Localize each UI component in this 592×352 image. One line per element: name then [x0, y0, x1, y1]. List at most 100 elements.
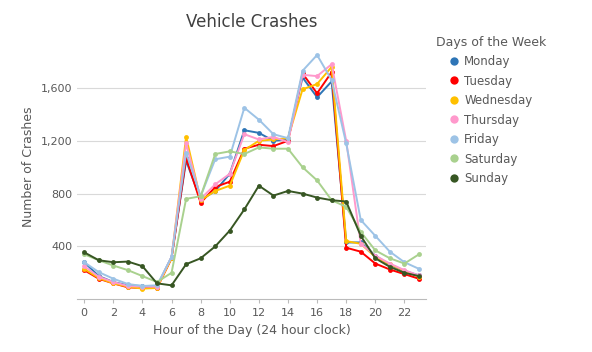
Thursday	[226, 172, 233, 176]
Monday	[284, 137, 291, 142]
Wednesday	[372, 255, 379, 259]
Sunday	[372, 256, 379, 260]
Wednesday	[139, 287, 146, 291]
Wednesday	[182, 135, 189, 139]
Thursday	[212, 182, 219, 187]
Wednesday	[314, 82, 321, 86]
Sunday	[416, 274, 423, 278]
Friday	[328, 78, 335, 82]
Sunday	[343, 199, 350, 203]
Line: Wednesday: Wednesday	[82, 64, 422, 291]
Sunday	[299, 191, 306, 196]
Thursday	[153, 284, 160, 289]
Saturday	[328, 198, 335, 202]
Tuesday	[197, 201, 204, 205]
Saturday	[372, 248, 379, 252]
Monday	[299, 75, 306, 80]
Tuesday	[182, 156, 189, 160]
Friday	[81, 260, 88, 264]
Thursday	[270, 135, 277, 139]
Tuesday	[212, 185, 219, 189]
Saturday	[81, 252, 88, 256]
Friday	[299, 69, 306, 73]
Sunday	[387, 265, 394, 269]
Friday	[255, 118, 262, 122]
Wednesday	[153, 286, 160, 290]
Legend: Monday, Tuesday, Wednesday, Thursday, Friday, Saturday, Sunday: Monday, Tuesday, Wednesday, Thursday, Fr…	[436, 36, 546, 185]
Thursday	[255, 137, 262, 142]
Friday	[168, 255, 175, 259]
Wednesday	[401, 269, 408, 273]
Wednesday	[212, 189, 219, 193]
Sunday	[95, 258, 102, 262]
Saturday	[139, 274, 146, 278]
Line: Friday: Friday	[82, 52, 422, 288]
Monday	[357, 240, 364, 245]
Thursday	[139, 284, 146, 289]
Line: Sunday: Sunday	[82, 183, 422, 288]
Sunday	[314, 195, 321, 200]
Sunday	[168, 283, 175, 288]
Saturday	[387, 256, 394, 260]
Thursday	[372, 253, 379, 258]
Tuesday	[401, 272, 408, 276]
Monday	[328, 79, 335, 83]
Wednesday	[416, 275, 423, 279]
Saturday	[168, 271, 175, 275]
Tuesday	[241, 146, 248, 151]
Thursday	[416, 273, 423, 277]
Wednesday	[124, 284, 131, 289]
Wednesday	[328, 65, 335, 69]
Y-axis label: Number of Crashes: Number of Crashes	[22, 107, 35, 227]
Sunday	[226, 228, 233, 233]
Saturday	[197, 194, 204, 198]
Thursday	[182, 141, 189, 145]
Sunday	[284, 189, 291, 193]
Saturday	[153, 280, 160, 284]
Friday	[343, 141, 350, 145]
Friday	[124, 282, 131, 286]
Monday	[182, 158, 189, 163]
Thursday	[95, 275, 102, 279]
Monday	[372, 253, 379, 258]
Saturday	[241, 152, 248, 156]
Monday	[212, 189, 219, 193]
Sunday	[212, 244, 219, 249]
Friday	[284, 136, 291, 140]
Friday	[416, 267, 423, 271]
Monday	[387, 263, 394, 267]
Tuesday	[110, 281, 117, 285]
Tuesday	[314, 91, 321, 95]
Saturday	[357, 230, 364, 234]
Thursday	[343, 139, 350, 143]
Thursday	[110, 280, 117, 284]
Monday	[95, 274, 102, 278]
Wednesday	[343, 239, 350, 243]
Wednesday	[299, 87, 306, 92]
Monday	[314, 95, 321, 99]
Tuesday	[270, 144, 277, 148]
Thursday	[284, 140, 291, 144]
Thursday	[197, 197, 204, 201]
Friday	[197, 194, 204, 198]
Wednesday	[270, 137, 277, 142]
Sunday	[401, 271, 408, 275]
Sunday	[182, 262, 189, 266]
Tuesday	[357, 250, 364, 254]
Saturday	[95, 258, 102, 262]
Monday	[255, 131, 262, 135]
Sunday	[241, 207, 248, 212]
Tuesday	[81, 268, 88, 272]
Sunday	[110, 260, 117, 264]
Thursday	[401, 268, 408, 272]
Saturday	[270, 146, 277, 151]
Sunday	[81, 250, 88, 254]
Monday	[110, 280, 117, 284]
Monday	[139, 284, 146, 288]
Friday	[357, 218, 364, 222]
Saturday	[284, 146, 291, 151]
Tuesday	[343, 246, 350, 250]
Thursday	[124, 284, 131, 288]
Sunday	[197, 256, 204, 260]
Wednesday	[81, 267, 88, 271]
